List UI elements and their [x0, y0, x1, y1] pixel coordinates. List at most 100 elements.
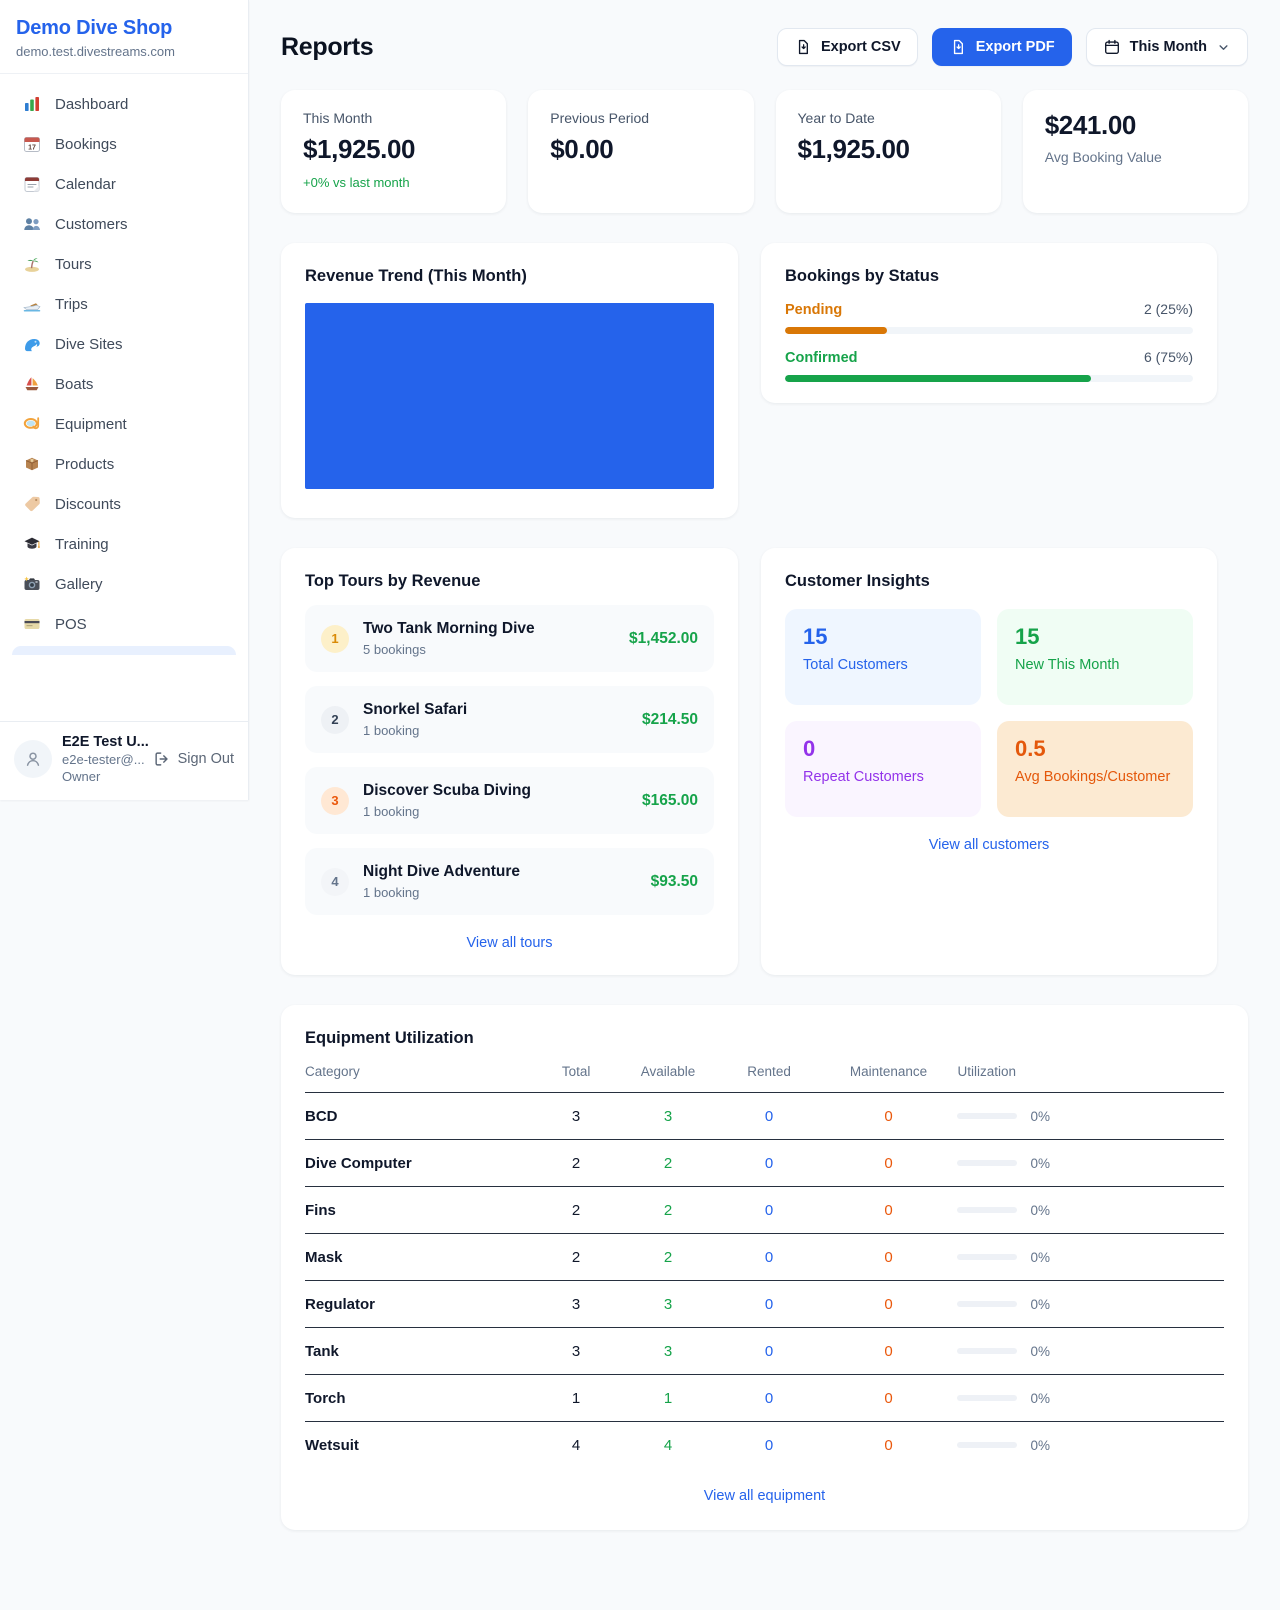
cell-available: 3 — [663, 1295, 673, 1313]
camera-icon — [24, 576, 40, 590]
cell-rented: 0 — [764, 1201, 774, 1219]
stat-card-previous-period: Previous Period $0.00 — [528, 90, 754, 213]
top-tours-card: Top Tours by Revenue 1 Two Tank Morning … — [281, 548, 738, 975]
period-dropdown[interactable]: This Month — [1085, 28, 1248, 66]
sign-out-button[interactable]: Sign Out — [153, 750, 234, 768]
stat-label: Avg Booking Value — [1044, 149, 1162, 165]
revenue-trend-card: Revenue Trend (This Month) — [281, 243, 738, 518]
stat-cards: This Month $1,925.00 +0% vs last month P… — [281, 90, 1248, 213]
page-title: Reports — [281, 32, 374, 61]
utilization-pct: 0% — [1030, 1437, 1050, 1453]
table-row: Torch 1 1 0 0 0% — [305, 1375, 1224, 1422]
status-row-confirmed: Confirmed 6 (75%) — [785, 349, 1193, 382]
sidebar-item-dashboard[interactable]: Dashboard — [12, 84, 236, 124]
list-item: 4 Night Dive Adventure 1 booking $93.50 — [305, 848, 714, 915]
sidebar-item-label: POS — [55, 615, 87, 633]
cell-total: 3 — [571, 1107, 581, 1125]
sidebar-item-reports-active-partial[interactable] — [12, 646, 236, 655]
sidebar-item-trips[interactable]: Trips — [12, 284, 236, 324]
tile-new-this-month: 15 New This Month — [997, 609, 1193, 705]
sidebar-item-label: Trips — [55, 295, 88, 313]
sign-out-icon — [155, 752, 168, 766]
table-row: Mask 2 2 0 0 0% — [305, 1234, 1224, 1281]
view-all-customers-link[interactable]: View all customers — [928, 837, 1050, 853]
calendar-outline-icon — [1104, 39, 1119, 54]
cell-total: 2 — [571, 1154, 581, 1172]
sidebar-item-calendar[interactable]: Calendar — [12, 164, 236, 204]
tear-calendar-icon — [24, 177, 40, 192]
tour-bookings: 5 bookings — [363, 642, 426, 657]
tile-repeat-customers: 0 Repeat Customers — [785, 721, 981, 817]
sidebar-item-customers[interactable]: Customers — [12, 204, 236, 244]
rank-badge: 3 — [321, 786, 349, 815]
sidebar-item-label: Customers — [55, 215, 128, 233]
cell-rented: 0 — [764, 1107, 774, 1125]
utilization-bar — [957, 1254, 1018, 1260]
list-item: 1 Two Tank Morning Dive 5 bookings $1,45… — [305, 605, 714, 672]
sidebar-item-products[interactable]: Products — [12, 444, 236, 484]
cell-maintenance: 0 — [884, 1107, 893, 1125]
sidebar-item-gallery[interactable]: Gallery — [12, 564, 236, 604]
revenue-trend-bar — [305, 303, 714, 489]
sidebar-item-dive-sites[interactable]: Dive Sites — [12, 324, 236, 364]
tile-label: New This Month — [1015, 657, 1120, 673]
export-pdf-button[interactable]: Export PDF — [931, 28, 1072, 66]
cell-total: 3 — [571, 1295, 581, 1313]
table-row: Wetsuit 4 4 0 0 0% — [305, 1422, 1224, 1469]
cell-available: 4 — [663, 1436, 673, 1454]
cell-category: Torch — [305, 1389, 346, 1407]
stat-card-year-to-date: Year to Date $1,925.00 — [775, 90, 1001, 213]
user-email: e2e-tester@... — [62, 752, 145, 767]
tile-total-customers: 15 Total Customers — [785, 609, 981, 705]
main-content: Reports Export CSV Export PDF This Month… — [249, 0, 1280, 1570]
cell-total: 2 — [571, 1201, 581, 1219]
stat-card-avg-booking-value: $241.00 Avg Booking Value — [1022, 90, 1248, 213]
view-all-equipment-link[interactable]: View all equipment — [703, 1488, 826, 1504]
tour-revenue: $165.00 — [641, 791, 698, 809]
cell-total: 4 — [571, 1436, 581, 1454]
cell-category: BCD — [305, 1107, 338, 1125]
sidebar-item-bookings[interactable]: 17 Bookings — [12, 124, 236, 164]
stat-value: $1,925.00 — [797, 134, 910, 164]
rank-badge: 1 — [321, 624, 349, 653]
sidebar-item-tours[interactable]: Tours — [12, 244, 236, 284]
cell-category: Wetsuit — [305, 1436, 359, 1454]
tile-label: Repeat Customers — [803, 769, 924, 785]
sidebar-item-label: Calendar — [55, 175, 116, 193]
stat-label: This Month — [303, 110, 373, 126]
tour-revenue: $214.50 — [641, 710, 698, 728]
sidebar: Demo Dive Shop demo.test.divestreams.com… — [0, 0, 249, 800]
sidebar-nav: Dashboard 17 Bookings Calendar Customers… — [0, 74, 248, 721]
cell-maintenance: 0 — [884, 1295, 893, 1313]
column-header: Utilization — [957, 1064, 1016, 1079]
sidebar-item-boats[interactable]: Boats — [12, 364, 236, 404]
status-bar-track — [785, 375, 1193, 382]
table-row: Dive Computer 2 2 0 0 0% — [305, 1140, 1224, 1187]
export-pdf-label: Export PDF — [975, 39, 1055, 55]
rank-badge: 2 — [321, 705, 349, 734]
sidebar-item-label: Training — [55, 535, 109, 553]
stat-label: Year to Date — [797, 110, 875, 126]
tour-name: Night Dive Adventure — [363, 863, 521, 880]
brand-domain: demo.test.divestreams.com — [16, 44, 175, 59]
utilization-pct: 0% — [1030, 1155, 1050, 1171]
grad-cap-icon — [24, 537, 40, 549]
user-name: E2E Test U... — [62, 734, 149, 750]
utilization-pct: 0% — [1030, 1202, 1050, 1218]
sidebar-item-discounts[interactable]: Discounts — [12, 484, 236, 524]
package-icon — [25, 457, 39, 471]
sidebar-item-equipment[interactable]: Equipment — [12, 404, 236, 444]
charts-row: Revenue Trend (This Month) Bookings by S… — [281, 243, 1248, 518]
view-all-tours-link[interactable]: View all tours — [466, 935, 553, 951]
sidebar-item-training[interactable]: Training — [12, 524, 236, 564]
column-header: Rented — [747, 1064, 791, 1079]
insight-tiles: 15 Total Customers 15 New This Month 0 R… — [785, 609, 1193, 817]
cell-maintenance: 0 — [884, 1389, 893, 1407]
utilization-bar — [957, 1113, 1018, 1119]
svg-text:17: 17 — [28, 145, 36, 152]
stat-value: $0.00 — [550, 134, 614, 164]
cell-available: 3 — [663, 1342, 673, 1360]
status-row-pending: Pending 2 (25%) — [785, 301, 1193, 334]
sidebar-item-pos[interactable]: POS — [12, 604, 236, 644]
export-csv-button[interactable]: Export CSV — [776, 28, 918, 66]
